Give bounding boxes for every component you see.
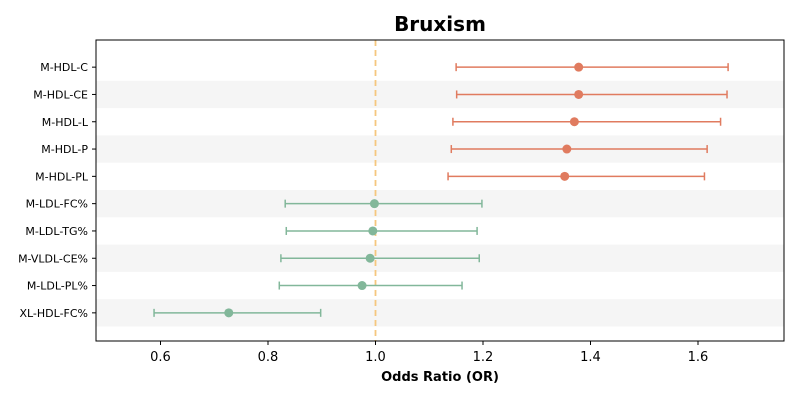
x-tick-label: 0.8 bbox=[258, 350, 279, 365]
y-tick-label: M-LDL-PL% bbox=[27, 280, 88, 293]
row-estimate bbox=[450, 144, 708, 154]
or-point bbox=[569, 117, 579, 127]
row-estimate bbox=[455, 62, 729, 72]
or-point bbox=[368, 226, 378, 236]
y-tick-label: M-HDL-L bbox=[42, 116, 89, 129]
row-estimate bbox=[452, 117, 722, 127]
row-estimate bbox=[284, 199, 483, 209]
row-estimate bbox=[280, 253, 480, 263]
y-tick-label: M-LDL-FC% bbox=[26, 198, 88, 211]
row-estimate bbox=[153, 308, 322, 318]
row-estimate bbox=[455, 89, 728, 99]
x-tick-label: 1.6 bbox=[688, 350, 709, 365]
chart-title: Bruxism bbox=[394, 12, 486, 36]
y-axis: M-HDL-C M-HDL-CE M-HDL-L M-HDL-P M-HDL-PL M-L… bbox=[18, 61, 96, 320]
data-marks bbox=[153, 62, 729, 318]
row-estimate bbox=[278, 281, 463, 291]
x-tick-label: 1.4 bbox=[580, 350, 601, 365]
x-axis: 0.6 0.8 1.0 1.2 1.4 1.6 bbox=[150, 341, 708, 365]
x-tick-label: 0.6 bbox=[150, 350, 171, 365]
or-point bbox=[574, 89, 584, 99]
row-estimate bbox=[285, 226, 478, 236]
row-estimate bbox=[447, 171, 706, 181]
y-tick-label: M-VLDL-CE% bbox=[18, 252, 88, 265]
y-tick-label: M-LDL-TG% bbox=[25, 225, 88, 238]
y-tick-label: XL-HDL-FC% bbox=[19, 307, 88, 320]
or-point bbox=[365, 253, 375, 263]
or-point bbox=[369, 199, 379, 209]
or-point bbox=[574, 62, 584, 72]
y-tick-label: M-HDL-CE bbox=[33, 88, 88, 101]
x-axis-label: Odds Ratio (OR) bbox=[381, 370, 499, 385]
y-tick-label: M-HDL-P bbox=[41, 143, 88, 156]
y-tick-label: M-HDL-PL bbox=[35, 170, 89, 183]
y-tick-label: M-HDL-C bbox=[40, 61, 88, 74]
or-point bbox=[560, 171, 570, 181]
or-point bbox=[224, 308, 234, 318]
plot-frame bbox=[95, 39, 785, 342]
x-tick-label: 1.0 bbox=[365, 350, 386, 365]
x-tick-label: 1.2 bbox=[473, 350, 494, 365]
or-point bbox=[562, 144, 572, 154]
or-point bbox=[357, 281, 367, 291]
